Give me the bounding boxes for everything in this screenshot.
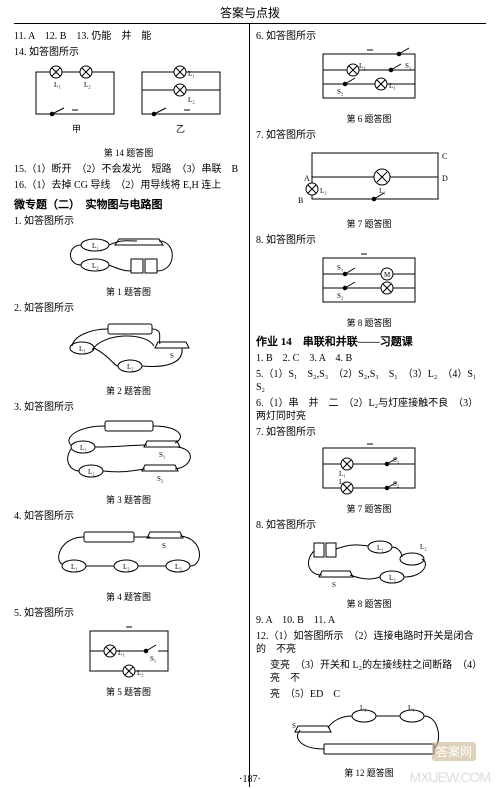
svg-text:S₁: S₁	[150, 655, 156, 663]
svg-text:L₂: L₂	[137, 669, 144, 677]
fig-hw7: L₁ S₁ L₂ S₂	[256, 442, 482, 499]
hw14-l12c: 亮 （5）ED C	[256, 688, 482, 701]
page-body: 11. A 12. B 13. 仍能 并 能 14. 如答图所示 L₁ L₂	[0, 24, 500, 787]
fig-r6: L₂ S₁ S₂ L₁	[256, 46, 482, 109]
svg-text:A: A	[304, 174, 310, 183]
sp3-caption: 第 3 题答图	[14, 493, 243, 506]
svg-text:C: C	[442, 152, 447, 161]
svg-text:L₂: L₂	[88, 468, 95, 476]
sp5-caption: 第 5 题答图	[14, 685, 243, 698]
hw14-l12b: 变亮 （3）开关和 L₂的左接线柱之间断路 （4）亮 不	[256, 659, 482, 685]
watermark-badge: 答案网	[432, 742, 476, 761]
special-title: 微专题（二） 实物图与电路图	[14, 196, 243, 212]
fig-14-caption: 第 14 题答图	[14, 146, 243, 159]
svg-text:L₂: L₂	[84, 81, 91, 89]
svg-text:S₁: S₁	[405, 62, 411, 70]
svg-text:甲: 甲	[72, 124, 81, 134]
svg-text:D: D	[442, 174, 448, 183]
svg-text:L₁: L₁	[54, 81, 61, 89]
svg-text:L₃: L₃	[175, 563, 182, 571]
fig-r7: A C D L₁ L₂ B	[256, 145, 482, 214]
svg-text:乙: 乙	[176, 124, 185, 134]
svg-text:S: S	[332, 581, 336, 589]
svg-text:S₂: S₂	[157, 475, 164, 483]
svg-text:L₂: L₂	[339, 478, 346, 486]
r8-caption: 第 8 题答图	[256, 316, 482, 329]
sp1-caption: 第 1 题答图	[14, 285, 243, 298]
svg-text:L₁: L₁	[71, 563, 78, 571]
svg-text:S: S	[170, 352, 174, 360]
svg-text:L₂: L₂	[127, 363, 134, 371]
sp5-label: 5. 如答图所示	[14, 607, 243, 620]
sp2-caption: 第 2 题答图	[14, 384, 243, 397]
svg-text:L₂: L₂	[360, 704, 367, 712]
right-column: 6. 如答图所示 L₂ S₁ S₂ L₁	[250, 24, 486, 787]
r7-label: 7. 如答图所示	[256, 129, 482, 142]
hw14-l1: 1. B 2. C 3. A 4. B	[256, 352, 482, 365]
svg-text:L₂: L₂	[92, 262, 99, 270]
svg-text:L₂: L₂	[420, 543, 427, 551]
hw8-caption: 第 8 题答图	[256, 597, 482, 610]
svg-text:L₁: L₁	[389, 82, 396, 90]
hw14-l8: 8. 如答图所示	[256, 519, 482, 532]
r7-caption: 第 7 题答图	[256, 217, 482, 230]
svg-text:M: M	[384, 271, 391, 279]
svg-text:L₁: L₁	[377, 544, 384, 552]
sp4-fig: S L₁ L₂ L₃	[14, 526, 243, 587]
svg-text:B: B	[298, 196, 303, 205]
svg-text:S₂: S₂	[393, 480, 400, 488]
sp2-label: 2. 如答图所示	[14, 302, 243, 315]
page-header: 答案与点拨	[14, 0, 486, 24]
fig-r8: S₁ M S₂	[256, 250, 482, 313]
sp3-label: 3. 如答图所示	[14, 401, 243, 414]
fig-14: L₁ L₂ L₁ L₂ 甲 乙	[14, 62, 243, 143]
svg-text:L₁: L₁	[339, 470, 346, 478]
answer-line-16: 16.（1）去掉 CG 导线 （2）用导线将 E,H 连上	[14, 179, 243, 192]
fig-hw8: L₁ L₂ S L₃	[256, 535, 482, 594]
answer-line-15: 15.（1）断开 （2）不会发光 短路 （3）串联 B	[14, 163, 243, 176]
hw14-l6: 6.（1）串 并 二 （2）L₂与灯座接触不良 （3）两灯同时亮	[256, 397, 482, 423]
svg-text:S₁: S₁	[393, 456, 399, 464]
watermark-text: MXUEW.COM	[410, 769, 490, 785]
r8-label: 8. 如答图所示	[256, 234, 482, 247]
r6-caption: 第 6 题答图	[256, 112, 482, 125]
svg-text:S: S	[292, 722, 296, 730]
svg-text:S₁: S₁	[337, 264, 343, 272]
sp3-fig: L₁ S₁ L₂ S₂	[14, 417, 243, 490]
sp5-fig: L₁ S₁ L₂	[14, 623, 243, 682]
svg-text:L₃: L₃	[389, 574, 396, 582]
left-column: 11. A 12. B 13. 仍能 并 能 14. 如答图所示 L₁ L₂	[14, 24, 250, 787]
svg-text:L₂: L₂	[320, 187, 327, 195]
hw7-caption: 第 7 题答图	[256, 502, 482, 515]
answer-line-14: 14. 如答图所示	[14, 46, 243, 59]
svg-text:L₂: L₂	[188, 96, 195, 104]
r6-label: 6. 如答图所示	[256, 30, 482, 43]
svg-text:L₁: L₁	[118, 649, 125, 657]
svg-text:L₁: L₁	[188, 70, 195, 78]
sp1-fig: L₁ L₂	[14, 231, 243, 282]
hw14-l5: 5.（1）S₁ S₂,S₃ （2）S₂,S₃ S₁ （3）L₂ （4）S₁ S₂	[256, 368, 482, 394]
svg-text:S₂: S₂	[337, 292, 344, 300]
svg-text:L₂: L₂	[123, 563, 130, 571]
sp1-label: 1. 如答图所示	[14, 215, 243, 228]
svg-text:L₁: L₁	[80, 444, 87, 452]
sp4-caption: 第 4 题答图	[14, 590, 243, 603]
hw14-l12a: 12.（1）如答图所示 （2）连接电路时开关是闭合的 不亮	[256, 630, 482, 656]
svg-text:L₂: L₂	[359, 62, 366, 70]
svg-text:L₁: L₁	[92, 242, 99, 250]
svg-text:S: S	[162, 542, 166, 550]
sp2-fig: L₁ S L₂	[14, 318, 243, 381]
hw14-title: 作业 14 串联和并联——习题课	[256, 333, 482, 349]
sp4-label: 4. 如答图所示	[14, 510, 243, 523]
svg-text:S₂: S₂	[337, 88, 344, 96]
svg-text:L₁: L₁	[408, 704, 415, 712]
hw14-l9: 9. A 10. B 11. A	[256, 614, 482, 627]
answer-line-11-13: 11. A 12. B 13. 仍能 并 能	[14, 30, 243, 43]
hw14-l7: 7. 如答图所示	[256, 426, 482, 439]
svg-text:S₁: S₁	[159, 451, 165, 459]
svg-text:L₁: L₁	[79, 345, 86, 353]
